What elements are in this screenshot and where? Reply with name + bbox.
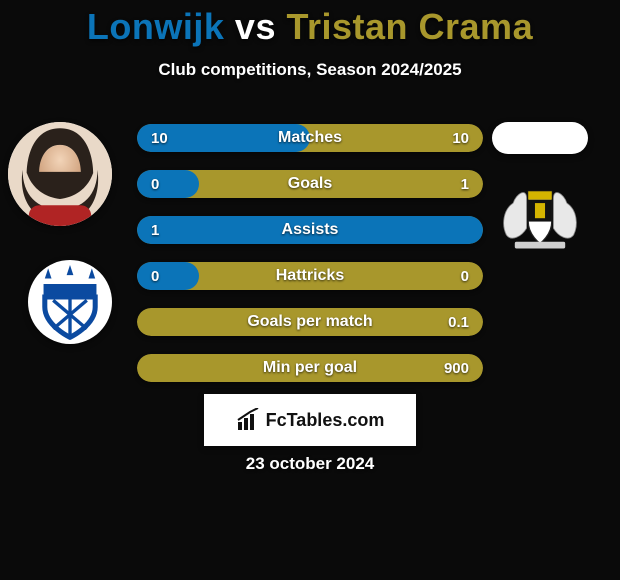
title-player1: Lonwijk xyxy=(87,6,225,47)
bar-fill-left xyxy=(137,216,483,244)
title-vs: vs xyxy=(235,6,276,47)
player2-avatar xyxy=(492,122,588,154)
bar-track xyxy=(137,308,483,336)
fctables-logo-icon xyxy=(236,408,260,432)
stat-value-left: 1 xyxy=(151,216,159,244)
bar-fill-left xyxy=(137,170,199,198)
stat-value-right: 0.1 xyxy=(448,308,469,336)
club-crest-icon xyxy=(28,260,112,344)
stats-bars: 1010Matches01Goals1Assists00Hattricks0.1… xyxy=(137,124,483,400)
player2-club-badge xyxy=(498,176,582,252)
stat-value-right: 10 xyxy=(452,124,469,152)
brand-footer: FcTables.com xyxy=(204,394,416,446)
stat-row: 1010Matches xyxy=(137,124,483,152)
stat-value-left: 0 xyxy=(151,262,159,290)
brand-text: FcTables.com xyxy=(266,410,385,431)
stat-row: 900Min per goal xyxy=(137,354,483,382)
title-player2: Tristan Crama xyxy=(286,6,533,47)
subtitle: Club competitions, Season 2024/2025 xyxy=(0,60,620,80)
page-title: Lonwijk vs Tristan Crama xyxy=(0,6,620,48)
stat-row: 00Hattricks xyxy=(137,262,483,290)
stat-row: 1Assists xyxy=(137,216,483,244)
player1-avatar xyxy=(8,122,112,226)
stat-value-right: 1 xyxy=(461,170,469,198)
stat-value-left: 0 xyxy=(151,170,159,198)
bar-fill-left xyxy=(137,262,199,290)
stat-value-left: 10 xyxy=(151,124,168,152)
stat-value-right: 900 xyxy=(444,354,469,382)
stat-row: 01Goals xyxy=(137,170,483,198)
comparison-card: Lonwijk vs Tristan Crama Club competitio… xyxy=(0,0,620,580)
stat-value-right: 0 xyxy=(461,262,469,290)
bar-track xyxy=(137,354,483,382)
person-icon xyxy=(8,122,112,226)
player1-club-badge xyxy=(28,260,112,344)
date-text: 23 october 2024 xyxy=(0,454,620,474)
club-crest-icon xyxy=(498,176,582,252)
stat-row: 0.1Goals per match xyxy=(137,308,483,336)
